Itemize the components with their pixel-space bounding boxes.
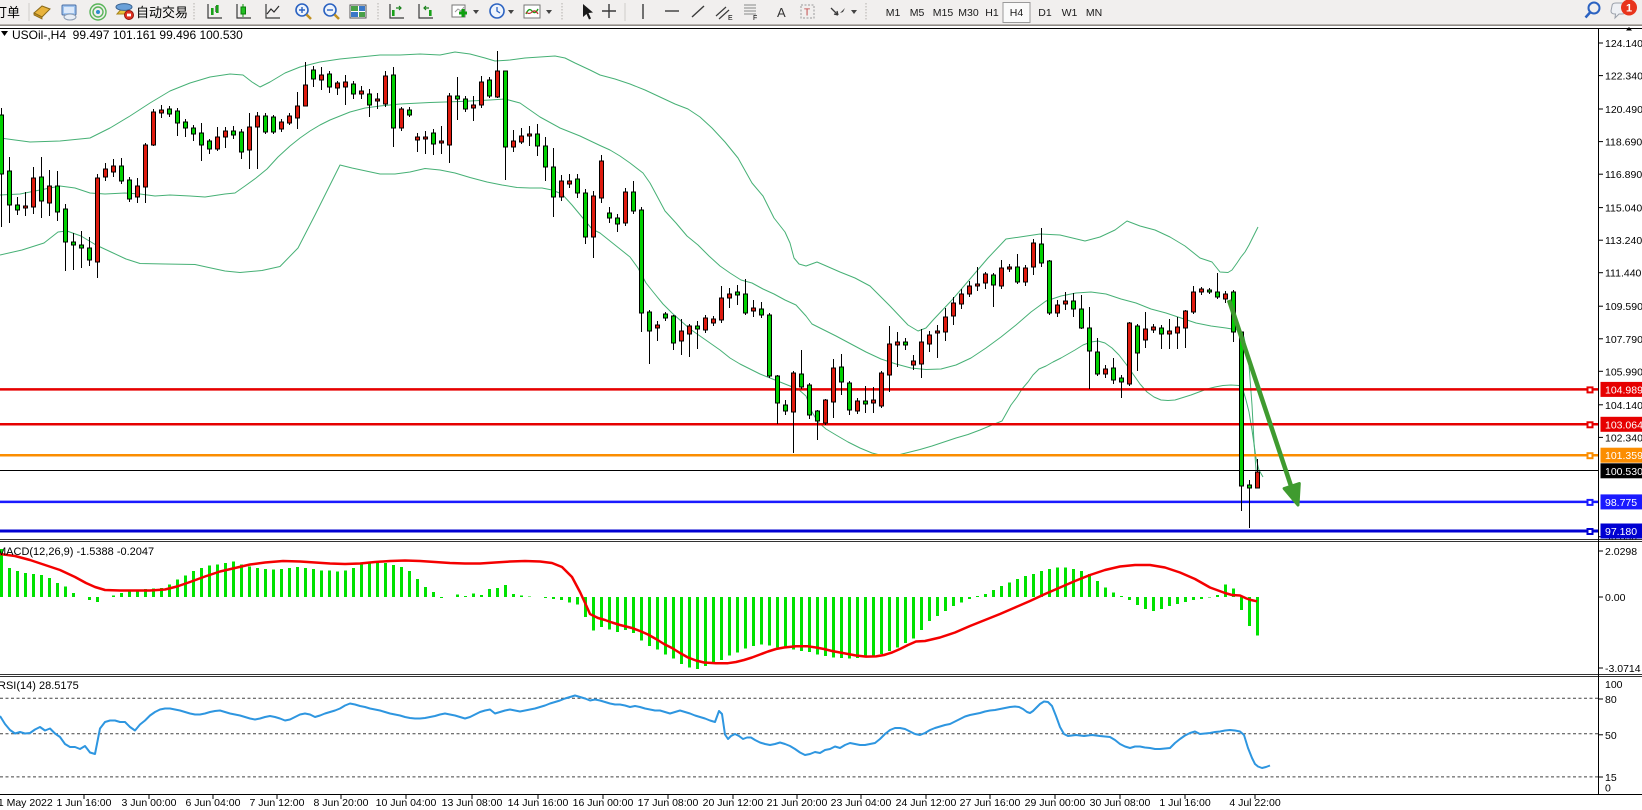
svg-text:120.490: 120.490 [1605,104,1642,116]
svg-text:0.00: 0.00 [1605,592,1626,604]
svg-text:21 Jun 20:00: 21 Jun 20:00 [767,797,828,809]
svg-text:F: F [753,15,757,22]
svg-text:订单: 订单 [0,5,20,20]
svg-text:50: 50 [1605,730,1617,742]
svg-text:17 Jun 08:00: 17 Jun 08:00 [638,797,699,809]
svg-text:A: A [777,5,786,20]
svg-text:3 Jun 00:00: 3 Jun 00:00 [122,797,177,809]
svg-text:115.040: 115.040 [1605,203,1642,215]
svg-text:MN: MN [1086,7,1102,19]
svg-text:1 Jul 16:00: 1 Jul 16:00 [1159,797,1211,809]
svg-text:13 Jun 08:00: 13 Jun 08:00 [442,797,503,809]
svg-text:M1: M1 [886,7,901,19]
svg-text:-3.0714: -3.0714 [1605,663,1641,675]
svg-text:0: 0 [1605,783,1611,795]
svg-text:116.890: 116.890 [1605,169,1642,181]
svg-text:RSI(14) 28.5175: RSI(14) 28.5175 [0,680,79,692]
svg-text:122.340: 122.340 [1605,71,1642,83]
svg-text:H1: H1 [985,7,999,19]
svg-text:自动交易: 自动交易 [136,5,188,20]
svg-text:103.064: 103.064 [1605,419,1642,431]
svg-text:113.240: 113.240 [1605,235,1642,247]
svg-text:102.340: 102.340 [1605,432,1642,444]
svg-text:14 Jun 16:00: 14 Jun 16:00 [508,797,569,809]
svg-text:109.590: 109.590 [1605,301,1642,313]
svg-text:M5: M5 [910,7,925,19]
svg-text:118.690: 118.690 [1605,137,1642,149]
svg-text:27 Jun 16:00: 27 Jun 16:00 [960,797,1021,809]
svg-text:97.180: 97.180 [1605,526,1637,538]
svg-text:10 Jun 04:00: 10 Jun 04:00 [376,797,437,809]
svg-text:USOil-,H4 99.497 101.161 99.4: USOil-,H4 99.497 101.161 99.496 100.530 [12,28,243,42]
svg-text:8 Jun 20:00: 8 Jun 20:00 [314,797,369,809]
svg-text:6 Jun 04:00: 6 Jun 04:00 [186,797,241,809]
svg-text:1: 1 [1626,3,1632,15]
svg-text:124.140: 124.140 [1605,38,1642,50]
svg-text:100.530: 100.530 [1605,466,1642,478]
svg-text:15: 15 [1605,772,1617,784]
svg-text:MACD(12,26,9) -1.5388 -0.2047: MACD(12,26,9) -1.5388 -0.2047 [0,546,154,558]
svg-text:H4: H4 [1010,7,1024,19]
svg-text:D1: D1 [1038,7,1052,19]
svg-text:W1: W1 [1062,7,1078,19]
svg-text:104.140: 104.140 [1605,400,1642,412]
svg-text:T: T [804,8,810,19]
svg-text:24 Jun 12:00: 24 Jun 12:00 [896,797,957,809]
svg-text:29 Jun 00:00: 29 Jun 00:00 [1025,797,1086,809]
svg-text:7 Jun 12:00: 7 Jun 12:00 [250,797,305,809]
svg-text:M15: M15 [933,7,954,19]
svg-text:100: 100 [1605,679,1623,691]
svg-text:31 May 2022: 31 May 2022 [0,797,53,809]
svg-text:107.790: 107.790 [1605,334,1642,346]
svg-text:30 Jun 08:00: 30 Jun 08:00 [1090,797,1151,809]
svg-text:E: E [728,15,733,22]
svg-text:23 Jun 04:00: 23 Jun 04:00 [831,797,892,809]
svg-text:101.359: 101.359 [1605,450,1642,462]
svg-text:80: 80 [1605,694,1617,706]
svg-text:20 Jun 12:00: 20 Jun 12:00 [703,797,764,809]
svg-text:16 Jun 00:00: 16 Jun 00:00 [573,797,634,809]
svg-text:1 Jun 16:00: 1 Jun 16:00 [57,797,112,809]
svg-text:98.775: 98.775 [1605,497,1637,509]
svg-text:105.990: 105.990 [1605,366,1642,378]
svg-text:104.989: 104.989 [1605,384,1642,396]
svg-text:4 Jul 22:00: 4 Jul 22:00 [1229,797,1281,809]
svg-text:111.440: 111.440 [1605,268,1642,280]
svg-text:M30: M30 [958,7,979,19]
svg-text:2.0298: 2.0298 [1605,546,1637,558]
